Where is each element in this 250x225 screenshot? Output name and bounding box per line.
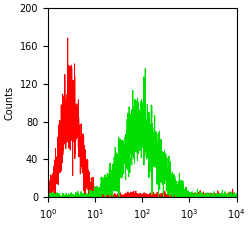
- Y-axis label: Counts: Counts: [4, 86, 14, 120]
